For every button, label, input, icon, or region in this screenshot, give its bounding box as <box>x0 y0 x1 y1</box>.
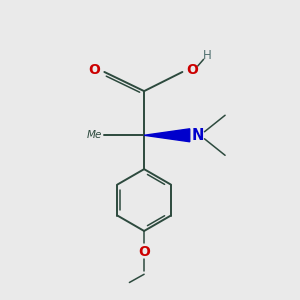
Text: O: O <box>138 245 150 259</box>
Polygon shape <box>144 129 190 142</box>
Text: H: H <box>203 49 212 62</box>
Text: O: O <box>89 63 100 77</box>
Text: N: N <box>191 128 204 143</box>
Text: Me: Me <box>87 130 102 140</box>
Text: O: O <box>186 63 198 77</box>
